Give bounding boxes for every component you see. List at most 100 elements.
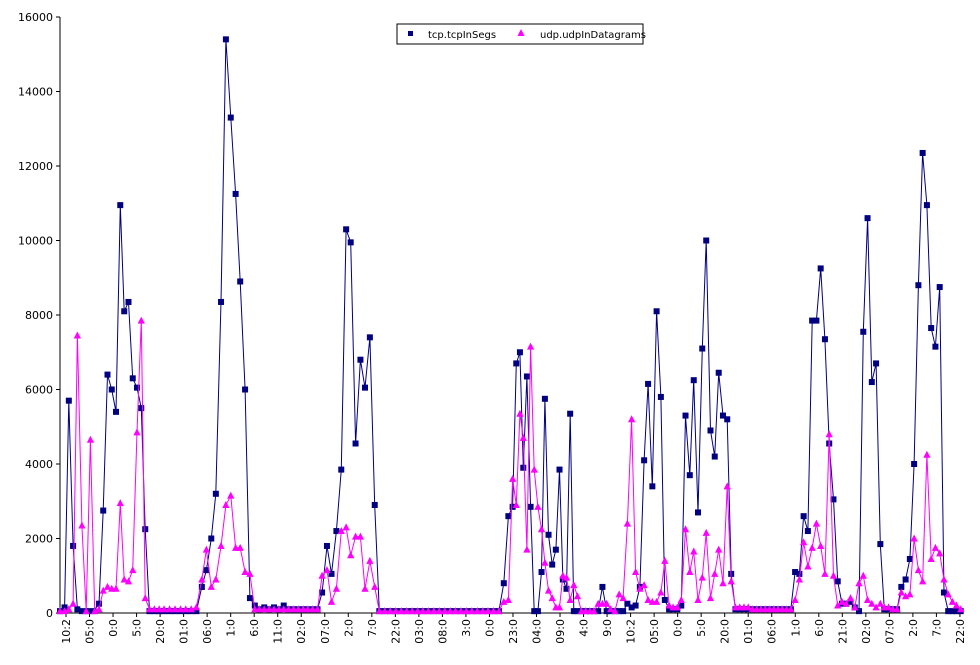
x-tick-label: 20:0	[719, 619, 732, 644]
data-point	[441, 607, 449, 615]
series-1	[56, 316, 965, 615]
data-point	[227, 491, 235, 499]
data-point	[809, 317, 816, 324]
data-point	[928, 325, 935, 332]
data-point	[641, 457, 648, 464]
data-point	[563, 585, 570, 592]
data-point	[945, 608, 952, 615]
data-point	[357, 356, 364, 363]
data-point	[719, 579, 727, 587]
data-point	[595, 608, 602, 615]
data-point	[222, 500, 230, 508]
data-point	[632, 602, 639, 609]
data-point	[280, 605, 288, 613]
data-point	[212, 575, 220, 583]
legend-label-tcp: tcp.tcpInSegs	[428, 30, 496, 41]
y-tick-label: 10000	[18, 235, 53, 248]
data-point	[351, 532, 360, 540]
data-point	[116, 499, 124, 507]
data-point	[860, 328, 867, 335]
x-tick-label: 6:0	[813, 619, 826, 637]
x-tick-label: 0:0	[672, 619, 685, 637]
data-point	[567, 410, 574, 417]
data-point	[666, 606, 673, 613]
legend-marker-udp	[517, 29, 525, 36]
data-point	[898, 583, 905, 590]
data-point	[657, 393, 664, 400]
data-point	[232, 190, 239, 197]
data-point	[275, 605, 283, 613]
legend-marker-tcp	[408, 31, 413, 36]
data-point	[361, 584, 369, 592]
data-point	[795, 575, 803, 583]
data-point	[838, 597, 846, 605]
y-tick-label: 4000	[25, 458, 53, 471]
series-line-0	[59, 39, 961, 613]
data-point	[711, 453, 718, 460]
data-point	[893, 605, 901, 613]
data-point	[727, 577, 735, 585]
data-point	[527, 503, 534, 510]
data-point	[948, 597, 957, 605]
data-point	[911, 461, 918, 467]
data-point	[198, 583, 205, 590]
data-point	[724, 416, 731, 423]
data-point	[318, 571, 326, 579]
data-point	[876, 599, 884, 607]
data-point	[690, 377, 697, 384]
data-point	[371, 501, 378, 508]
data-point	[695, 509, 702, 516]
data-point	[309, 605, 317, 613]
data-point	[338, 466, 345, 473]
data-point	[555, 603, 564, 611]
data-point	[910, 534, 918, 542]
data-point	[603, 599, 611, 607]
data-point	[830, 496, 837, 503]
data-point	[906, 590, 914, 598]
data-point	[534, 502, 542, 510]
data-point	[698, 573, 706, 581]
data-point	[328, 570, 335, 577]
data-point	[616, 608, 623, 615]
data-point	[299, 605, 307, 613]
data-point	[294, 605, 302, 613]
data-point	[872, 603, 880, 611]
data-point	[821, 336, 828, 343]
data-point	[719, 412, 726, 419]
data-point	[552, 546, 559, 553]
x-tick-label: 7:0	[366, 619, 379, 637]
data-point	[516, 349, 523, 356]
data-point	[952, 601, 961, 609]
data-point	[82, 607, 90, 615]
x-tick-label: 23:0	[507, 619, 520, 644]
data-point	[150, 605, 158, 613]
data-point	[855, 579, 863, 587]
data-point	[570, 581, 578, 589]
data-point	[694, 595, 702, 603]
data-point	[342, 523, 350, 531]
data-point	[165, 605, 174, 613]
data-point	[884, 603, 893, 611]
data-point	[940, 589, 947, 596]
data-point	[537, 525, 546, 533]
data-point	[653, 597, 661, 605]
x-tick-label: 20:0	[154, 619, 167, 644]
data-point	[915, 282, 922, 289]
data-point	[834, 601, 842, 609]
data-point	[877, 541, 884, 548]
data-point	[863, 595, 872, 603]
data-point	[682, 412, 689, 419]
data-point	[202, 545, 211, 553]
data-point	[538, 569, 545, 576]
data-point	[715, 545, 723, 553]
data-point	[868, 599, 876, 607]
data-point	[919, 577, 927, 585]
data-point	[800, 538, 808, 546]
data-point	[681, 525, 690, 533]
x-tick-label: 22:0	[389, 619, 402, 644]
data-point	[504, 595, 512, 603]
data-point	[246, 569, 254, 577]
data-point	[868, 379, 875, 386]
data-point	[611, 607, 619, 615]
x-tick-label: 04:0	[530, 619, 543, 644]
